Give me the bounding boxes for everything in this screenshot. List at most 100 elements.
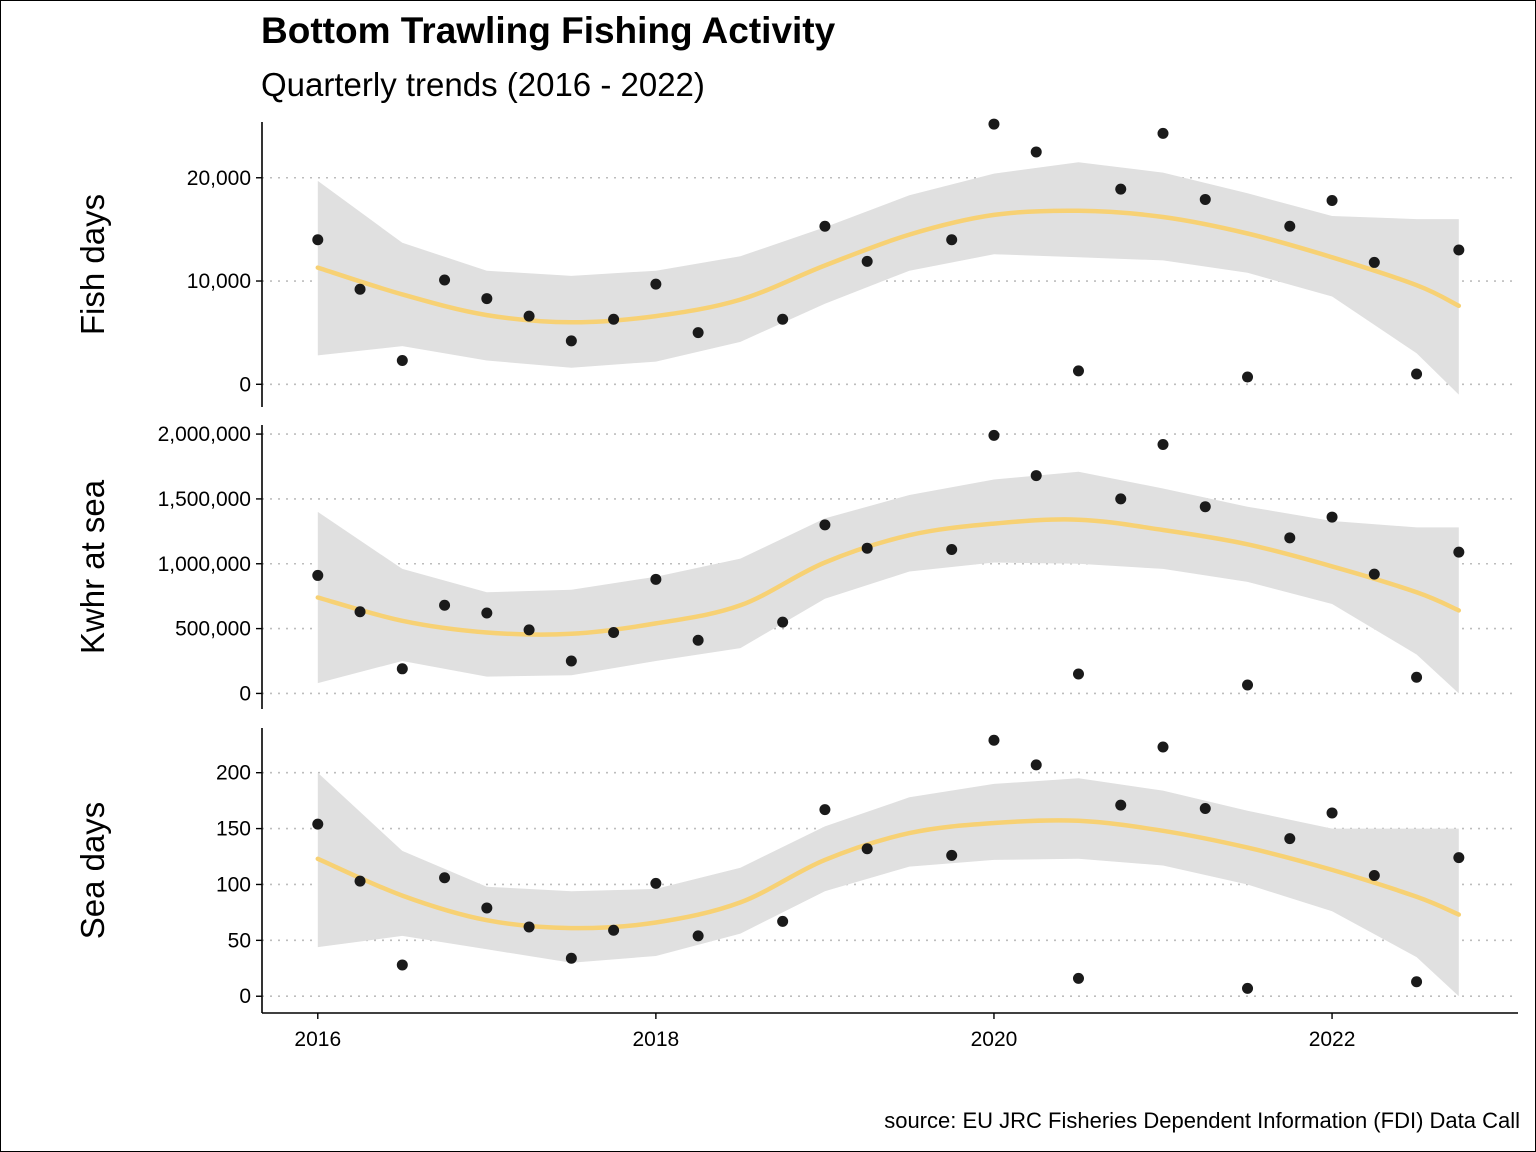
- data-point: [1199, 193, 1211, 205]
- chart-caption: source: EU JRC Fisheries Dependent Infor…: [884, 1108, 1520, 1133]
- data-point: [988, 429, 1000, 441]
- trend-line: [315, 208, 1462, 325]
- data-point: [777, 616, 789, 628]
- data-point: [946, 543, 958, 555]
- data-point: [565, 335, 577, 347]
- data-point: [608, 313, 620, 325]
- data-point: [1284, 532, 1296, 544]
- data-point: [1157, 741, 1169, 753]
- y-tick-label: 100: [216, 873, 251, 896]
- data-point: [312, 234, 324, 246]
- data-point: [1072, 972, 1084, 984]
- data-point: [608, 626, 620, 638]
- confidence-band: [317, 162, 1459, 395]
- data-point: [692, 930, 704, 942]
- y-tick-label: 10,000: [187, 270, 251, 293]
- data-point: [1326, 194, 1338, 206]
- data-point: [312, 569, 324, 581]
- data-point: [1115, 799, 1127, 811]
- data-point: [946, 849, 958, 861]
- y-axis-title: Fish days: [74, 194, 111, 335]
- data-point: [608, 924, 620, 936]
- panel-1: 0 10,000 20,000 Fish days: [74, 118, 1518, 407]
- data-point: [396, 355, 408, 367]
- data-point: [1453, 244, 1465, 256]
- y-tick-label: 200: [216, 762, 251, 785]
- data-point: [1411, 671, 1423, 683]
- panel-2: 0 500,000 1,000,000 1,500,000 2,000,000 Kwhr …: [74, 423, 1518, 709]
- data-point: [354, 606, 366, 618]
- data-point: [439, 599, 451, 611]
- chart-subtitle: Quarterly trends (2016 - 2022): [261, 66, 705, 103]
- data-point: [819, 519, 831, 531]
- data-point: [1368, 568, 1380, 580]
- confidence-band: [317, 772, 1459, 997]
- data-point: [692, 634, 704, 646]
- data-point: [650, 278, 662, 290]
- y-tick-label: 150: [216, 818, 251, 841]
- data-point: [861, 542, 873, 554]
- data-point: [692, 327, 704, 339]
- data-point: [481, 902, 493, 914]
- data-point: [354, 875, 366, 887]
- data-point: [565, 952, 577, 964]
- data-point: [1072, 365, 1084, 377]
- data-point: [523, 921, 535, 933]
- data-point: [312, 818, 324, 830]
- data-point: [1030, 759, 1042, 771]
- data-point: [523, 624, 535, 636]
- data-point: [819, 804, 831, 816]
- data-point: [650, 877, 662, 889]
- data-point: [650, 573, 662, 585]
- y-tick-label: 0: [239, 682, 251, 705]
- y-tick-label: 2,000,000: [158, 423, 251, 446]
- data-point: [988, 734, 1000, 746]
- data-point: [1453, 852, 1465, 864]
- data-point: [1199, 802, 1211, 814]
- y-tick-label: 20,000: [187, 167, 251, 190]
- data-point: [988, 118, 1000, 130]
- data-point: [777, 915, 789, 927]
- data-point: [1242, 679, 1254, 691]
- data-point: [1072, 668, 1084, 680]
- data-point: [1242, 371, 1254, 383]
- data-point: [946, 234, 958, 246]
- y-axis-title: Kwhr at sea: [74, 479, 111, 654]
- x-tick-label: 2018: [633, 1028, 680, 1051]
- data-point: [1411, 368, 1423, 380]
- x-axis: 2016 2018 2020 2022: [262, 1012, 1518, 1051]
- data-point: [1030, 146, 1042, 158]
- data-point: [481, 607, 493, 619]
- data-point: [861, 843, 873, 855]
- data-point: [1115, 493, 1127, 505]
- data-point: [819, 220, 831, 232]
- y-axis-title: Sea days: [74, 802, 111, 940]
- data-point: [1326, 807, 1338, 819]
- x-tick-label: 2016: [294, 1028, 341, 1051]
- data-point: [481, 293, 493, 305]
- x-tick-label: 2022: [1309, 1028, 1356, 1051]
- panel-3: 0 50 100 150 200 Sea days: [74, 728, 1518, 1013]
- y-tick-label: 1,500,000: [158, 488, 251, 511]
- trend-line: [315, 818, 1462, 931]
- data-point: [1157, 127, 1169, 139]
- data-point: [1199, 501, 1211, 513]
- data-point: [1157, 438, 1169, 450]
- data-point: [1030, 470, 1042, 482]
- data-point: [565, 655, 577, 667]
- y-tick-label: 1,000,000: [158, 553, 251, 576]
- data-point: [439, 274, 451, 286]
- data-point: [1284, 220, 1296, 232]
- x-tick-label: 2020: [971, 1028, 1018, 1051]
- data-point: [1368, 870, 1380, 882]
- y-tick-label: 500,000: [175, 618, 251, 641]
- data-point: [1411, 976, 1423, 988]
- confidence-band: [317, 471, 1459, 694]
- data-point: [523, 310, 535, 322]
- data-point: [396, 959, 408, 971]
- y-tick-label: 50: [228, 929, 251, 952]
- data-point: [1368, 256, 1380, 268]
- data-point: [777, 313, 789, 325]
- data-point: [1326, 511, 1338, 523]
